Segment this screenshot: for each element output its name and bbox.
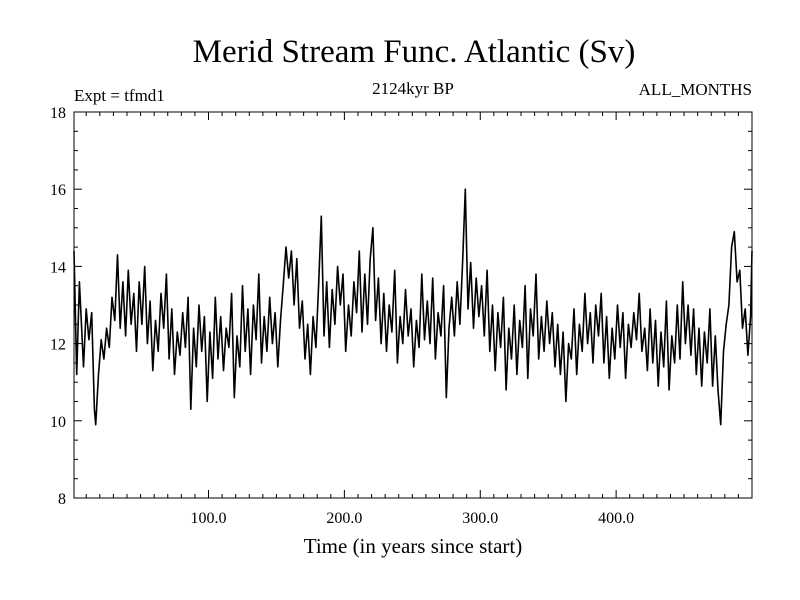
expt-label: Expt = tfmd1 [74,86,165,105]
series-group [73,188,753,426]
y-tick-label: 10 [50,414,66,431]
y-tick-label: 8 [58,491,66,508]
x-tick-label: 300.0 [462,510,498,527]
y-tick-label: 14 [50,259,66,276]
y-axis: 8 10 12 14 16 18 [50,105,752,508]
x-tick-label: 400.0 [598,510,634,527]
chart-title: Merid Stream Func. Atlantic (Sv) [193,34,636,70]
series-line [73,188,753,426]
y-tick-label: 12 [50,337,66,354]
x-axis: 100.0 200.0 300.0 400.0 [85,112,753,527]
period-label: 2124kyr BP [372,79,454,98]
x-axis-label: Time (in years since start) [304,534,523,558]
x-tick-label: 100.0 [191,510,227,527]
months-label: ALL_MONTHS [639,80,752,99]
x-tick-label: 200.0 [326,510,362,527]
plot-area-frame [73,111,753,499]
y-tick-label: 18 [50,105,66,122]
y-tick-label: 16 [50,182,66,199]
